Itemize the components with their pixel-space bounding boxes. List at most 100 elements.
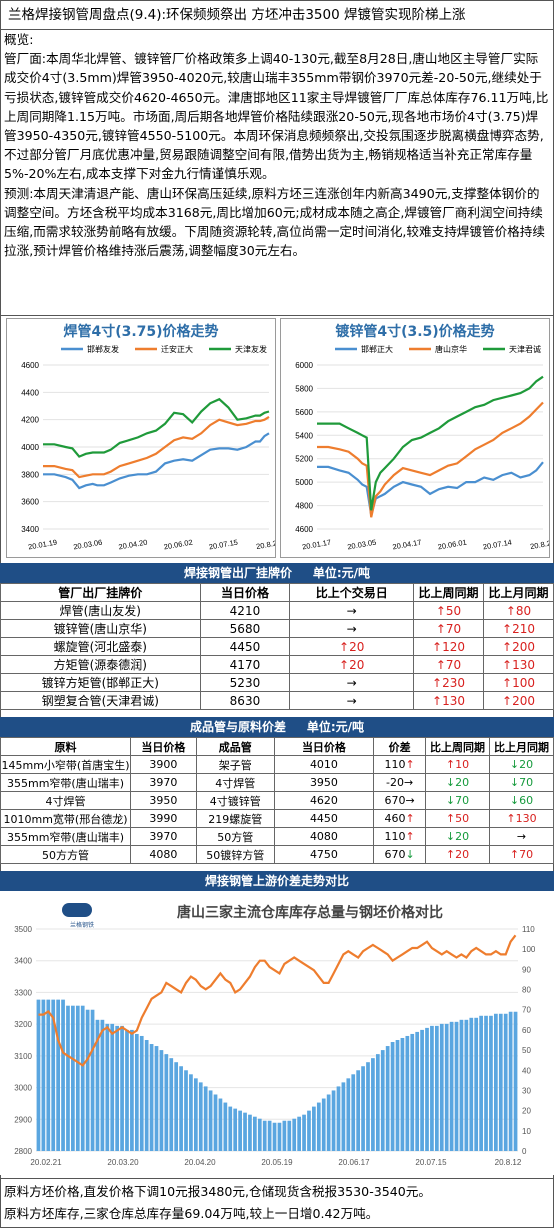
pipe-price-value: 4750 bbox=[309, 848, 338, 861]
today-price-value: 4450 bbox=[229, 639, 261, 654]
stock-bar bbox=[203, 1086, 208, 1151]
stock-billet-chart-svg: 兰格钢铁 唐山三家主流仓库库存总量与钢坯价格对比 2800 2900 3000 3100 3… bbox=[0, 891, 554, 1175]
stock-bar bbox=[489, 1015, 493, 1151]
stock-bar bbox=[189, 1074, 193, 1151]
section-unit-spread: 单位:元/吨 bbox=[306, 720, 365, 734]
stock-bar bbox=[459, 1019, 464, 1151]
series-line-3 bbox=[43, 397, 270, 458]
today-price-value: 4170 bbox=[229, 657, 261, 672]
section-bar-list-price: 焊接钢管出厂挂牌价 单位:元/吨 bbox=[0, 563, 554, 583]
header-today-price: 当日价格 bbox=[199, 583, 291, 602]
legend-label: 唐山京华 bbox=[435, 344, 467, 354]
stock-bar bbox=[375, 1054, 380, 1151]
vs-last-month-value: 130 bbox=[512, 657, 535, 672]
series-line-2 bbox=[43, 415, 270, 479]
vs-prev-day-value: → bbox=[346, 603, 357, 618]
stock-bar bbox=[174, 1062, 179, 1151]
vs-last-week-value: 120 bbox=[442, 639, 466, 654]
stock-bar bbox=[159, 1050, 164, 1151]
y-left-tick: 3000 bbox=[14, 1084, 32, 1093]
y-tick-label: 4000 bbox=[21, 443, 39, 452]
stock-bar bbox=[66, 1005, 70, 1151]
trend-arrow-icon: ↑ bbox=[502, 675, 513, 690]
trend-arrow-icon: ↓ bbox=[445, 776, 456, 789]
stock-bar bbox=[312, 1106, 316, 1151]
stock-bar bbox=[238, 1110, 242, 1151]
series-line-2 bbox=[317, 401, 544, 518]
stock-bar bbox=[430, 1025, 434, 1151]
trend-arrow-icon: ↑ bbox=[405, 758, 415, 771]
stock-bar bbox=[479, 1015, 483, 1151]
trend-arrow-icon: ↑ bbox=[502, 657, 513, 672]
finished-pipe-value: 219螺旋管 bbox=[208, 812, 263, 826]
y-right-tick: 10 bbox=[522, 1127, 531, 1136]
list-price-table: 管厂出厂挂牌价 当日价格 比上个交易日 比上周同期 比上月同期 焊管(唐山友发)… bbox=[0, 583, 554, 710]
stock-bar bbox=[100, 1019, 105, 1151]
mill-name: 钢塑复合管(天津君诚) bbox=[0, 691, 201, 710]
mill-name: 镀锌管(唐山京华) bbox=[0, 619, 201, 638]
vs-last-month: ↑130 bbox=[483, 655, 554, 674]
stock-bar bbox=[218, 1098, 223, 1151]
raw-material-value: 355mm窄带(唐山瑞丰) bbox=[6, 830, 124, 844]
table-row: 50方方管 4080 50镀锌方管 4750 670↓ ↑20 ↑70 bbox=[0, 845, 554, 864]
today-price: 5230 bbox=[199, 673, 291, 692]
price-diff-value: 670 bbox=[384, 794, 406, 807]
header-diff-month: 比上月同期 bbox=[489, 737, 554, 756]
diff-vs-week-value: 20 bbox=[455, 776, 470, 789]
bottom-note-billet-price: 原料方坯价格,直发价格下调10元报3480元,仓储现货含税报3530-3540元… bbox=[4, 1184, 431, 1199]
overview-text: 概览: 管厂面:本周华北焊管、镀锌管厂价格政策多上调40-130元,截至8月28… bbox=[0, 30, 554, 316]
header-pipe: 成品管 bbox=[195, 737, 275, 756]
header-raw-price: 当日价格 bbox=[129, 737, 197, 756]
table-row: 355mm窄带(唐山瑞丰) 3970 4寸焊管 3950 -20→ ↓20 ↓70 bbox=[0, 773, 554, 792]
vs-last-month: ↑210 bbox=[483, 619, 554, 638]
finished-pipe-value: 50镀锌方管 bbox=[206, 848, 265, 862]
stock-bar bbox=[198, 1082, 203, 1151]
price-diff: 670→ bbox=[373, 791, 427, 810]
y-tick-label: 4200 bbox=[21, 416, 39, 425]
y-right-tick: 30 bbox=[522, 1086, 531, 1095]
vs-last-month: ↑200 bbox=[483, 637, 554, 656]
stock-bar bbox=[316, 1102, 321, 1151]
stock-bar bbox=[464, 1019, 469, 1151]
vs-last-week-value: 130 bbox=[442, 693, 466, 708]
price-diff: 110↑ bbox=[373, 827, 427, 846]
trend-arrow-icon: ↓ bbox=[509, 776, 520, 789]
stock-bar bbox=[36, 999, 41, 1151]
stock-bar bbox=[169, 1058, 174, 1151]
pipe-price-value: 4080 bbox=[309, 830, 338, 843]
stock-bar bbox=[56, 999, 60, 1151]
trend-arrow-icon: ↓ bbox=[509, 758, 520, 771]
y-right-tick: 80 bbox=[522, 986, 531, 995]
table-row: 钢塑复合管(天津君诚) 8630 → ↑130 ↑200 bbox=[0, 691, 554, 710]
pipe-price: 4620 bbox=[273, 791, 375, 810]
x-tick-label: 20.06.01 bbox=[437, 538, 467, 552]
stock-bar bbox=[484, 1015, 488, 1151]
diff-vs-month-value: → bbox=[516, 830, 527, 843]
stock-bar bbox=[144, 1040, 149, 1151]
trend-arrow-icon: ↑ bbox=[445, 848, 456, 861]
trend-arrow-icon: ↑ bbox=[339, 639, 350, 654]
x-tick-label: 20.04.20 bbox=[184, 1158, 216, 1167]
raw-material-value: 1010mm宽带(邢台德龙) bbox=[3, 812, 128, 826]
stock-bar bbox=[331, 1090, 336, 1151]
stock-bar bbox=[494, 1013, 498, 1151]
y-tick-label: 5600 bbox=[295, 408, 313, 417]
table-row: 145mm小窄带(首唐宝生) 3900 架子管 4010 110↑ ↑10 ↓20 bbox=[0, 755, 554, 774]
stock-bar bbox=[297, 1116, 301, 1151]
header-pipe-price: 当日价格 bbox=[273, 737, 375, 756]
bottom-notes: 原料方坯价格,直发价格下调10元报3480元,仓储现货含税报3530-3540元… bbox=[0, 1178, 554, 1228]
raw-material-value: 4寸焊管 bbox=[45, 794, 86, 808]
stock-bar bbox=[474, 1017, 479, 1151]
stock-bar bbox=[115, 1025, 120, 1151]
stock-bar bbox=[321, 1098, 326, 1151]
stock-bar bbox=[390, 1042, 395, 1151]
x-tick-label: 20.06.17 bbox=[338, 1158, 370, 1167]
raw-price-value: 3970 bbox=[149, 830, 178, 843]
x-tick-label: 20.8.25 bbox=[529, 538, 549, 551]
weld-pipe-price-chart: 3400 3600 3800 4000 4200 4400 4600 20.01.19 20.0… bbox=[6, 318, 276, 558]
price-diff: 110↑ bbox=[373, 755, 427, 774]
vs-prev-day-value: → bbox=[346, 675, 357, 690]
stock-bar bbox=[61, 999, 65, 1151]
y-right-tick: 90 bbox=[522, 965, 531, 974]
legend-label: 迁安正大 bbox=[161, 344, 193, 354]
